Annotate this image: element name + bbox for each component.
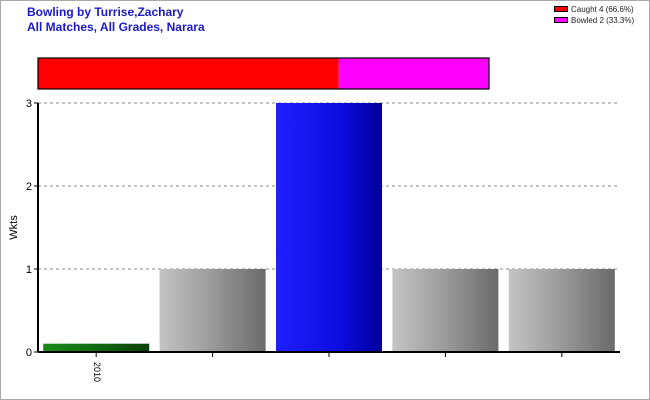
legend-swatch-bowled [554, 17, 568, 23]
bar-3 [276, 103, 382, 352]
legend-item-bowled: Bowled 2 (33.3%) [554, 15, 634, 25]
bar-4 [392, 269, 499, 352]
legend-label-caught: Caught 4 (66.6%) [571, 4, 634, 14]
bar-1 [43, 343, 150, 352]
legend-swatch-caught [554, 6, 568, 12]
legend-label-bowled: Bowled 2 (33.3%) [571, 15, 635, 25]
bar-2 [159, 269, 266, 352]
y-tick-label-2: 2 [26, 181, 32, 193]
bar-5 [508, 269, 615, 352]
chart-title: Bowling by Turrise,Zachary [27, 5, 184, 19]
legend-item-caught: Caught 4 (66.6%) [554, 4, 634, 14]
proportion-segment-bowled [338, 58, 489, 89]
y-tick-label-1: 1 [26, 264, 32, 276]
proportion-segment-caught [38, 58, 339, 89]
y-tick-label-3: 3 [26, 98, 32, 110]
y-tick-label-0: 0 [26, 347, 32, 359]
proportion-bar-outline [37, 57, 490, 90]
legend: Caught 4 (66.6%) Bowled 2 (33.3%) [554, 4, 634, 26]
chart-subtitle: All Matches, All Grades, Narara [27, 20, 205, 34]
y-axis-label: Wkts [8, 215, 20, 240]
x-tick-label-1: 2010 [92, 362, 102, 382]
